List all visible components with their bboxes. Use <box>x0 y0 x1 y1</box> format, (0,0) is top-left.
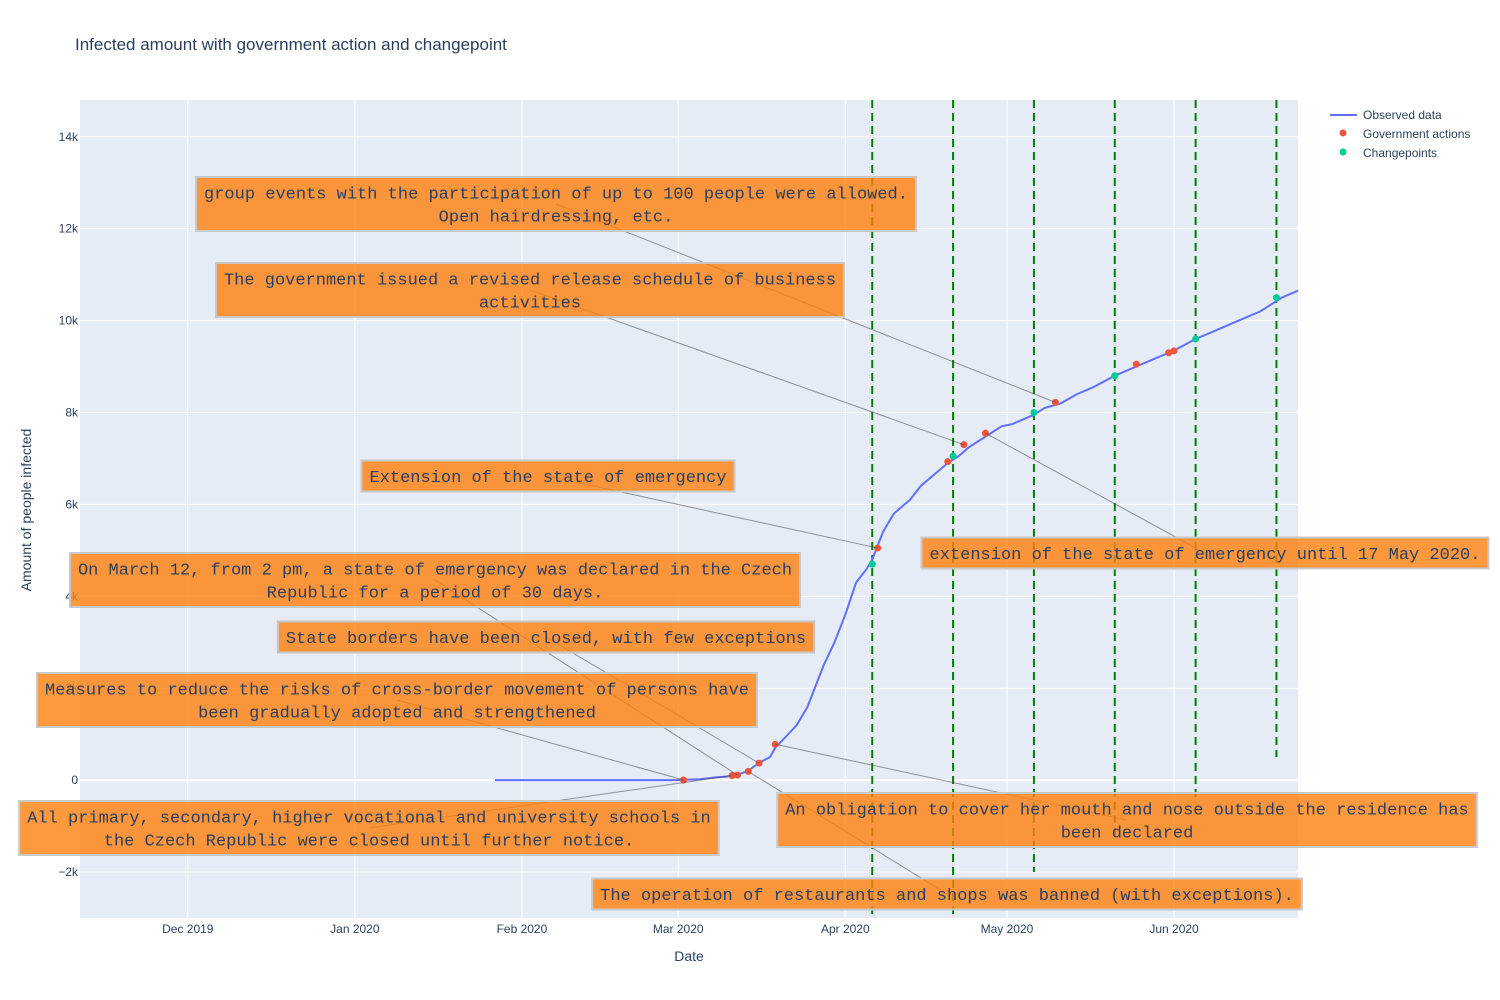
annotation: extension of the state of emergency unti… <box>920 536 1490 570</box>
changepoint-points <box>868 294 1280 568</box>
government-action-point <box>1165 349 1173 357</box>
x-tick-label: Jun 2020 <box>1149 922 1199 936</box>
changepoint-point <box>1272 294 1280 302</box>
annotation-text: Republic for a period of 30 days. <box>267 585 604 604</box>
x-tick-label: Feb 2020 <box>497 922 548 936</box>
annotation-box <box>36 672 758 728</box>
annotation: An obligation to cover her mouth and nos… <box>776 792 1478 848</box>
y-tick-label: 12k <box>59 222 79 236</box>
y-tick-label: 8k <box>65 405 79 419</box>
y-tick-label: 10k <box>59 314 79 328</box>
annotation: The operation of restaurants and shops w… <box>591 877 1303 911</box>
annotation-arrow <box>985 432 1206 554</box>
y-tick-label: 14k <box>59 130 79 144</box>
annotation-text: Measures to reduce the risks of cross-bo… <box>45 682 749 701</box>
annotation-text: State borders have been closed, with few… <box>286 630 806 649</box>
annotation-text: Open hairdressing, etc. <box>439 209 674 228</box>
x-axis-ticks: Dec 2019 Jan 2020 Feb 2020 Mar 2020 Apr 2020… <box>162 922 1199 936</box>
annotation-box <box>195 176 917 232</box>
annotation: Extension of the state of emergency <box>360 459 736 493</box>
annotation-box <box>591 877 1303 911</box>
changepoint-point <box>1030 408 1038 416</box>
legend-label-observed[interactable]: Observed data <box>1363 108 1442 122</box>
government-action-point <box>944 458 952 466</box>
y-tick-label: −2k <box>58 865 79 879</box>
chart-title: Infected amount with government action a… <box>75 35 507 54</box>
x-tick-label: May 2020 <box>981 922 1034 936</box>
legend-label-actions[interactable]: Government actions <box>1363 127 1470 141</box>
annotation-text: All primary, secondary, higher vocationa… <box>27 810 711 829</box>
annotation: group events with the participation of u… <box>195 176 917 232</box>
government-action-point <box>1170 347 1178 355</box>
annotation-box <box>68 552 802 608</box>
annotation-text: The government issued a revised release … <box>224 272 836 291</box>
annotation: All primary, secondary, higher vocationa… <box>18 800 720 856</box>
annotation: On March 12, from 2 pm, a state of emerg… <box>68 552 802 608</box>
y-axis-ticks: −2k02k4k6k8k10k12k14k <box>58 130 79 879</box>
annotation: Measures to reduce the risks of cross-bo… <box>36 672 758 728</box>
government-action-point <box>1132 360 1140 368</box>
changepoint-lines <box>871 100 1278 918</box>
annotation-text: been declared <box>1061 825 1194 844</box>
annotation-text: On March 12, from 2 pm, a state of emerg… <box>78 562 792 581</box>
annotation-text: the Czech Republic were closed until fur… <box>104 833 635 852</box>
annotation-text: The operation of restaurants and shops w… <box>600 887 1294 906</box>
annotation: State borders have been closed, with few… <box>276 620 816 654</box>
changepoint-point <box>1192 335 1200 343</box>
annotation-box <box>18 800 720 856</box>
annotation-text: activities <box>479 295 581 314</box>
legend-marker-changepoints <box>1339 148 1347 156</box>
legend-marker-actions <box>1339 129 1347 137</box>
changepoint-point <box>868 560 876 568</box>
changepoint-point <box>949 452 957 460</box>
x-tick-label: Apr 2020 <box>821 922 870 936</box>
x-tick-label: Dec 2019 <box>162 922 214 936</box>
x-tick-label: Jan 2020 <box>330 922 380 936</box>
legend: Observed data Government actions Changep… <box>1330 108 1470 160</box>
annotation-text: An obligation to cover her mouth and nos… <box>785 802 1469 821</box>
annotation-text: extension of the state of emergency unti… <box>930 546 1481 565</box>
y-axis-label: Amount of people infected <box>18 429 34 592</box>
annotation: The government issued a revised release … <box>214 262 846 318</box>
annotation-text: been gradually adopted and strengthened <box>198 705 596 724</box>
annotation-text: Extension of the state of emergency <box>369 469 726 488</box>
y-tick-label: 6k <box>65 497 79 511</box>
annotations: group events with the participation of u… <box>18 176 1490 911</box>
x-tick-label: Mar 2020 <box>653 922 704 936</box>
annotation-box <box>776 792 1478 848</box>
annotation-box <box>360 459 736 493</box>
x-axis-label: Date <box>674 948 704 964</box>
annotation-box <box>214 262 846 318</box>
annotation-box <box>920 536 1490 570</box>
changepoint-point <box>1111 372 1119 380</box>
legend-label-changepoints[interactable]: Changepoints <box>1363 146 1437 160</box>
y-tick-label: 0 <box>71 773 78 787</box>
annotation-box <box>276 620 816 654</box>
annotation-text: group events with the participation of u… <box>204 186 908 205</box>
